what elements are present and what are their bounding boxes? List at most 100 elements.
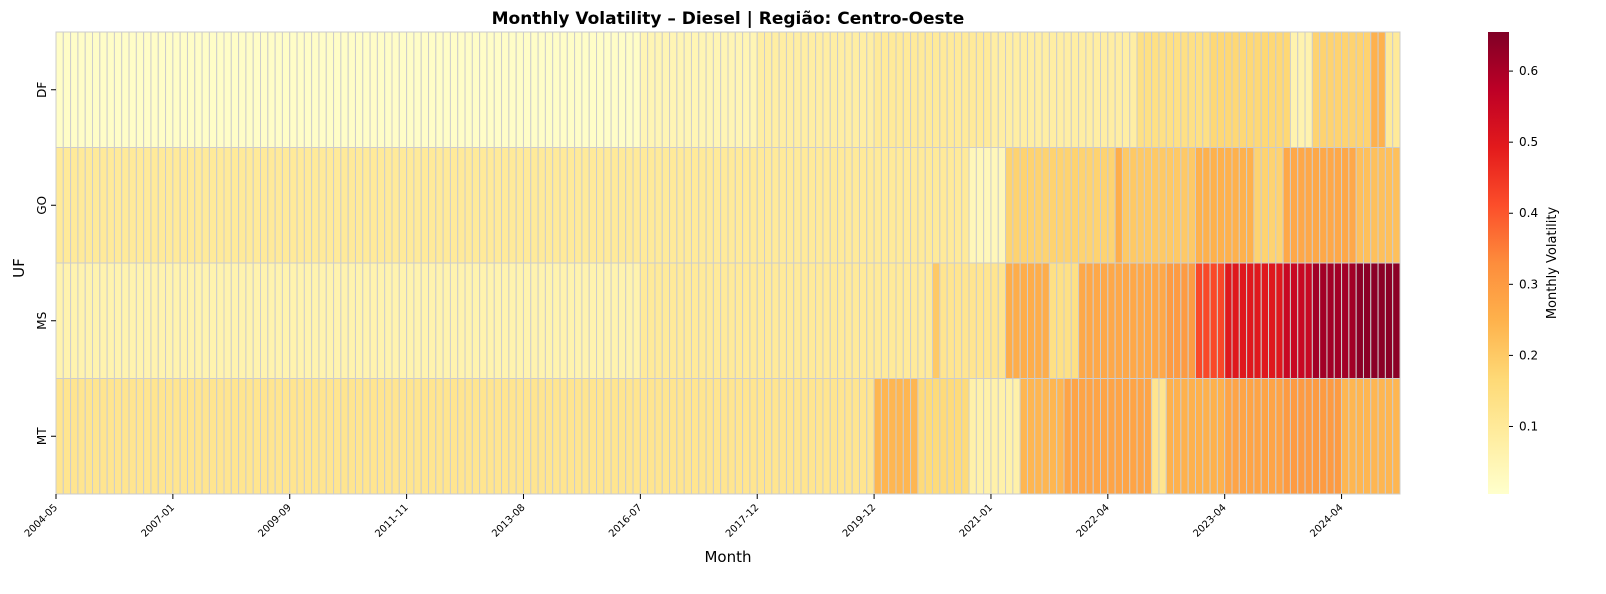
heatmap-cell — [238, 262, 247, 379]
heatmap-cell — [625, 262, 634, 379]
heatmap-cell — [296, 147, 305, 264]
heatmap-cell — [354, 31, 364, 148]
heatmap-cell — [1326, 378, 1335, 495]
heatmap-cell — [1282, 262, 1291, 379]
heatmap-cell — [1048, 378, 1058, 495]
heatmap-cell — [902, 31, 912, 148]
heatmap-cell — [873, 31, 882, 148]
heatmap-cell — [333, 31, 342, 148]
heatmap-cell — [522, 378, 532, 495]
heatmap-cell — [449, 262, 459, 379]
heatmap-cell — [917, 378, 926, 495]
heatmap-cell — [362, 147, 371, 264]
heatmap-cell — [844, 262, 853, 379]
heatmap-cell — [566, 262, 576, 379]
heatmap-cell — [435, 262, 444, 379]
heatmap-cell — [55, 31, 64, 148]
heatmap-cell — [1063, 147, 1072, 264]
heatmap-cell — [1304, 147, 1313, 264]
heatmap-cell — [975, 262, 985, 379]
heatmap-cell — [581, 147, 590, 264]
heatmap-cell — [676, 31, 685, 148]
heatmap-cell — [135, 262, 145, 379]
heatmap-cell — [902, 262, 912, 379]
heatmap-cell — [858, 262, 868, 379]
heatmap-cell — [99, 378, 108, 495]
heatmap-cell — [1319, 147, 1328, 264]
heatmap-cell — [457, 378, 466, 495]
heatmap-cell — [172, 31, 181, 148]
heatmap-cell — [902, 147, 912, 264]
heatmap-cell — [143, 262, 152, 379]
heatmap-cell — [1275, 262, 1284, 379]
x-tick-label: 2019-12 — [841, 502, 878, 539]
heatmap-cell — [70, 31, 79, 148]
heatmap-cell — [800, 262, 809, 379]
x-tick-label: 2016-07 — [607, 502, 644, 539]
heatmap-cell — [851, 147, 860, 264]
heatmap-cell — [216, 378, 225, 495]
heatmap-cell — [384, 262, 393, 379]
heatmap-cell — [851, 31, 860, 148]
heatmap-cell — [1326, 262, 1335, 379]
heatmap-cell — [479, 378, 488, 495]
heatmap-cell — [647, 31, 656, 148]
heatmap-cell — [530, 262, 539, 379]
heatmap-cell — [435, 31, 444, 148]
heatmap-cell — [128, 31, 137, 148]
heatmap-cell — [1107, 262, 1116, 379]
heatmap-cell — [983, 262, 992, 379]
heatmap-cell — [888, 31, 897, 148]
heatmap-cell — [873, 147, 882, 264]
row-labels: DF GO MS MT — [35, 82, 56, 445]
heatmap-cell — [1297, 378, 1306, 495]
heatmap-cell — [1063, 262, 1072, 379]
heatmap-cell — [515, 262, 524, 379]
heatmap-cell — [508, 147, 517, 264]
heatmap-cell — [1151, 378, 1160, 495]
heatmap-cell — [873, 262, 882, 379]
heatmap-cell — [603, 378, 612, 495]
heatmap-cell — [464, 147, 473, 264]
heatmap-cell — [588, 262, 598, 379]
heatmap-cell — [106, 31, 115, 148]
heatmap-cell — [771, 262, 780, 379]
heatmap-cell — [1333, 378, 1343, 495]
heatmap-cell — [917, 262, 926, 379]
heatmap-cell — [727, 262, 736, 379]
heatmap-cell — [1012, 31, 1021, 148]
heatmap-cell — [1275, 147, 1284, 264]
heatmap-cell — [362, 262, 371, 379]
heatmap-cell — [654, 31, 663, 148]
heatmap-cell — [1392, 147, 1401, 264]
heatmap-cell — [457, 31, 466, 148]
heatmap-cell — [471, 378, 481, 495]
heatmap-cell — [1173, 262, 1182, 379]
heatmap-cell — [1268, 378, 1277, 495]
heatmap-cell — [354, 378, 364, 495]
heatmap-cell — [303, 262, 313, 379]
heatmap-cell — [55, 378, 64, 495]
heatmap-cell — [318, 31, 327, 148]
heatmap-cell — [632, 262, 641, 379]
heatmap-cell — [1348, 378, 1357, 495]
heatmap-cell — [354, 262, 364, 379]
heatmap-cell — [975, 31, 985, 148]
heatmap-cell — [975, 378, 985, 495]
heatmap-cell — [1070, 378, 1080, 495]
heatmap-cell — [435, 147, 444, 264]
heatmap-cell — [1333, 147, 1343, 264]
heatmap-cell — [486, 262, 495, 379]
heatmap-cell — [1136, 31, 1145, 148]
heatmap-cell — [1224, 31, 1233, 148]
heatmap-cell — [785, 262, 795, 379]
heatmap-cell — [756, 147, 766, 264]
heatmap-cell — [924, 378, 934, 495]
heatmap-cell — [1231, 31, 1240, 148]
row-label: DF — [35, 82, 49, 98]
heatmap-cell — [77, 262, 86, 379]
heatmap-cell — [661, 147, 671, 264]
heatmap-cell — [961, 31, 970, 148]
heatmap-cell — [376, 31, 386, 148]
heatmap-cell — [70, 147, 79, 264]
